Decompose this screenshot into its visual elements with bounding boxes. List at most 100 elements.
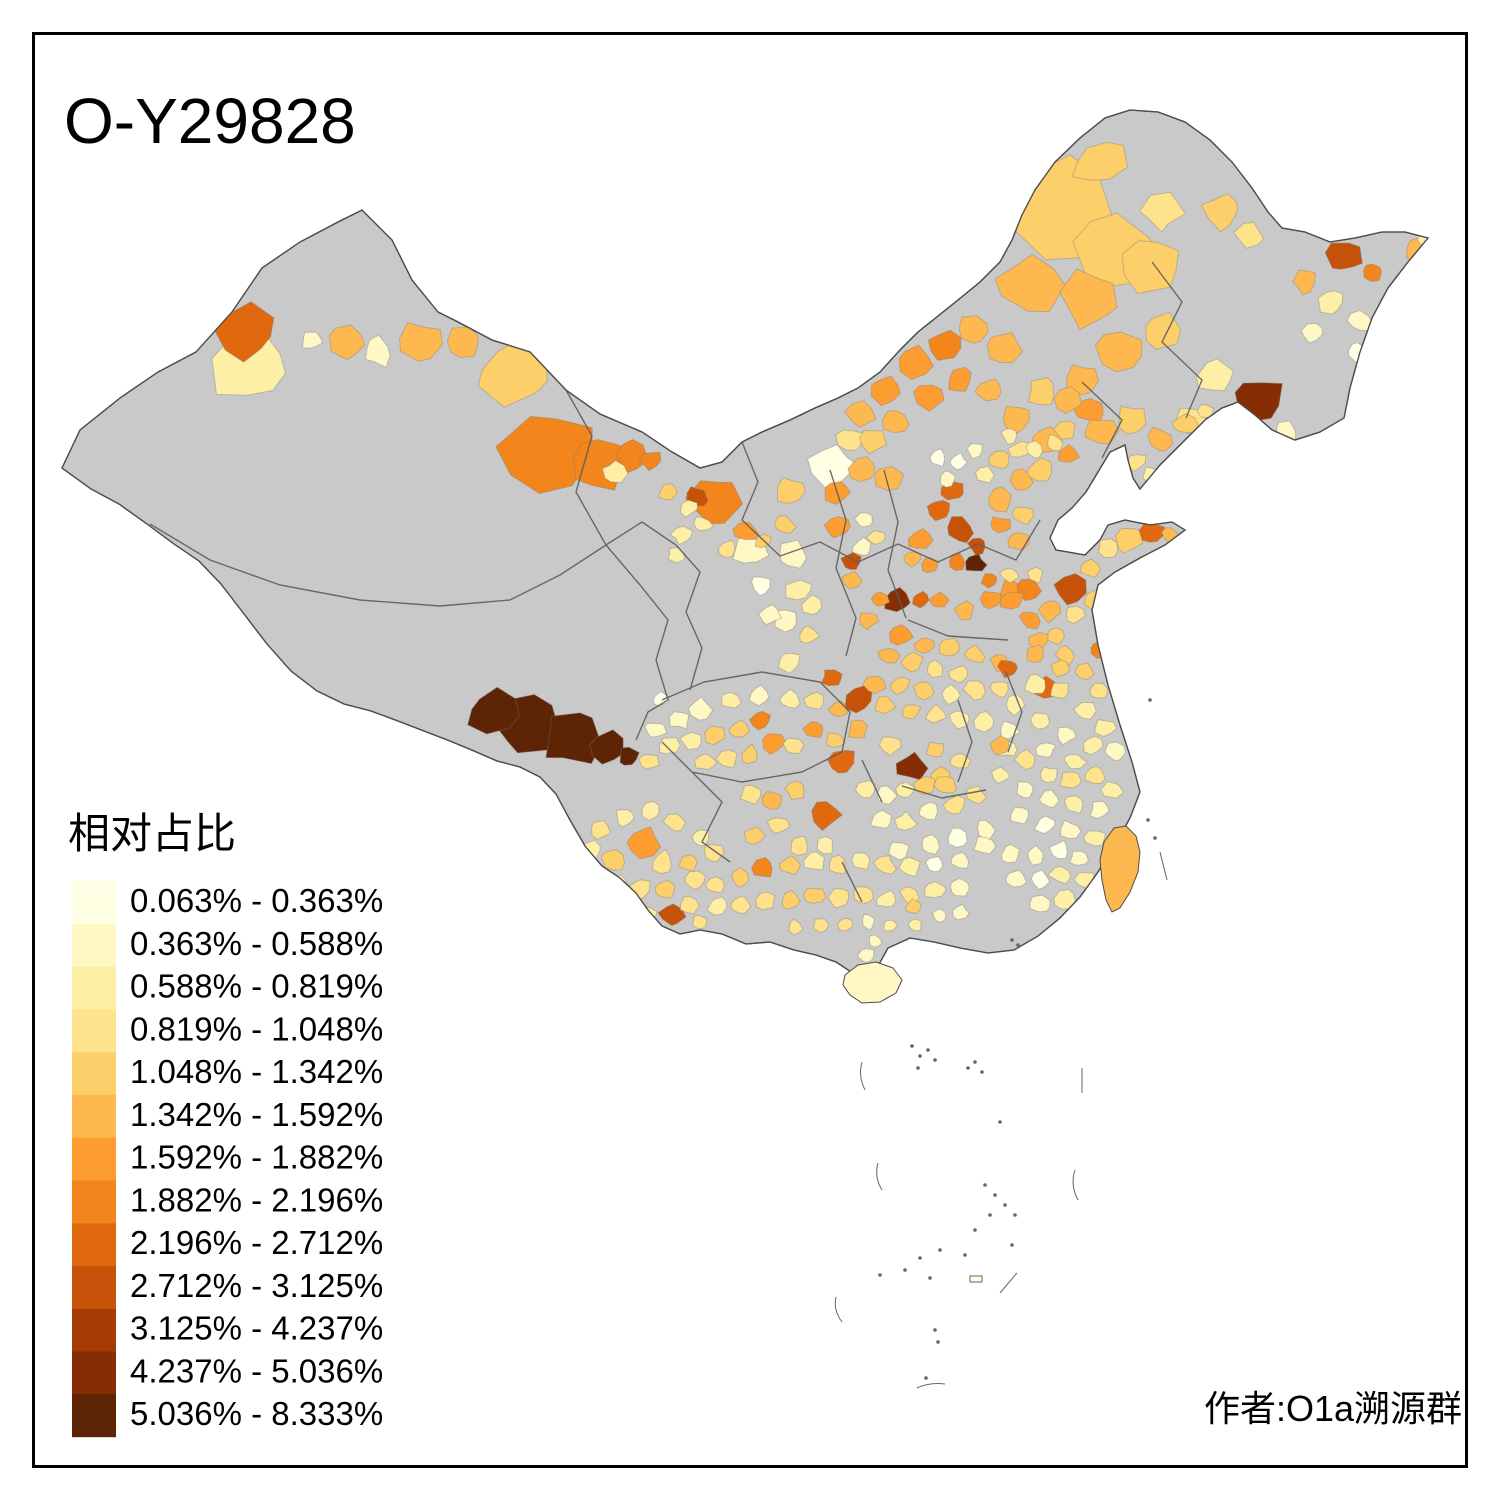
prefecture-cell bbox=[898, 344, 935, 381]
prefecture-cell bbox=[658, 737, 681, 755]
legend-label: 2.196% - 2.712% bbox=[130, 1224, 383, 1261]
prefecture-cell bbox=[721, 691, 742, 709]
legend-title: 相对占比 bbox=[68, 810, 236, 857]
prefecture-cell bbox=[657, 903, 687, 927]
prefecture-cell bbox=[840, 551, 863, 570]
prefecture-cell bbox=[751, 856, 773, 878]
prefecture-cell bbox=[1038, 789, 1060, 808]
prefecture-cell bbox=[1024, 673, 1047, 695]
prefecture-cell bbox=[913, 637, 936, 654]
prefecture-cell bbox=[965, 553, 988, 572]
prefecture-cell bbox=[715, 749, 738, 769]
prefecture-cell bbox=[853, 512, 873, 528]
prefecture-cell bbox=[907, 527, 934, 550]
prefecture-cell bbox=[758, 604, 783, 626]
prefecture-cell bbox=[761, 790, 783, 811]
prefecture-cell bbox=[785, 579, 813, 601]
prefecture-cell bbox=[788, 919, 804, 936]
prefecture-cell bbox=[827, 888, 850, 909]
prefecture-cell bbox=[1097, 538, 1119, 559]
prefecture-cell bbox=[900, 651, 924, 673]
prefecture-cell bbox=[1147, 426, 1174, 452]
prefecture-cell bbox=[851, 852, 871, 870]
prefecture-cell bbox=[1118, 405, 1147, 435]
prefecture-cell bbox=[948, 710, 970, 730]
prefecture-cell bbox=[706, 896, 728, 916]
prefecture-cell bbox=[881, 410, 910, 434]
prefecture-cell bbox=[994, 253, 1066, 313]
prefecture-cell bbox=[1074, 662, 1095, 681]
prefecture-cell bbox=[790, 835, 809, 856]
prefecture-cell bbox=[637, 451, 662, 472]
prefecture-cell bbox=[1039, 766, 1058, 784]
prefecture-cell bbox=[1292, 269, 1317, 296]
prefecture-cell bbox=[657, 482, 678, 501]
china-outline bbox=[61, 109, 1430, 988]
prefecture-cell bbox=[615, 439, 649, 474]
prefecture-cell bbox=[912, 384, 945, 412]
prefecture-cell bbox=[901, 704, 922, 720]
prefecture-cell bbox=[1005, 869, 1028, 888]
prefecture-cell bbox=[1016, 781, 1034, 799]
prefecture-cell bbox=[495, 415, 593, 495]
prefecture-cell bbox=[876, 647, 901, 664]
prefecture-cell bbox=[980, 573, 998, 589]
prefecture-cell bbox=[947, 516, 975, 544]
prefecture-cell bbox=[680, 499, 698, 518]
prefecture-cell bbox=[365, 334, 391, 369]
prefecture-cell bbox=[626, 826, 662, 860]
prefecture-cell bbox=[802, 887, 827, 904]
prefecture-cell bbox=[1048, 839, 1068, 860]
prefecture-cell bbox=[941, 684, 962, 706]
legend-label: 1.592% - 1.882% bbox=[130, 1139, 383, 1176]
prefecture-cell bbox=[679, 731, 702, 751]
legend-label: 1.882% - 2.196% bbox=[130, 1181, 383, 1218]
prefecture-cell bbox=[816, 836, 833, 855]
prefecture-cell bbox=[688, 696, 714, 721]
prefecture-cell bbox=[1079, 558, 1102, 579]
prefecture-cell bbox=[1013, 749, 1036, 771]
legend-label: 3.125% - 4.237% bbox=[130, 1310, 383, 1347]
prefecture-cell bbox=[1195, 358, 1234, 392]
legend-swatch bbox=[72, 1094, 116, 1138]
prefecture-cell bbox=[693, 515, 715, 531]
prefecture-cell bbox=[467, 686, 520, 735]
prefecture-cell bbox=[601, 459, 629, 484]
prefecture-cell bbox=[799, 625, 821, 644]
prefecture-cell bbox=[893, 810, 918, 831]
prefecture-cell bbox=[1084, 418, 1120, 445]
prefecture-cell bbox=[825, 732, 846, 749]
prefecture-cell bbox=[754, 891, 776, 911]
prefecture-cell bbox=[731, 866, 750, 888]
prefecture-cell bbox=[962, 680, 986, 701]
prefecture-cell bbox=[1053, 385, 1082, 415]
prefecture-cell bbox=[776, 476, 807, 505]
prefecture-cell bbox=[1300, 322, 1323, 344]
prefecture-cell bbox=[1044, 627, 1065, 645]
credit-text: 作者:O1a溯源群 bbox=[1204, 1388, 1462, 1429]
prefecture-cell bbox=[870, 375, 901, 407]
prefecture-cell bbox=[942, 794, 966, 815]
prefecture-cell bbox=[862, 675, 887, 695]
prefecture-cell bbox=[918, 801, 939, 821]
prefecture-cell bbox=[1029, 712, 1051, 730]
prefecture-cell bbox=[911, 590, 930, 609]
prefecture-cell bbox=[948, 552, 966, 571]
prefecture-cell bbox=[953, 600, 975, 621]
prefecture-cell bbox=[998, 568, 1020, 584]
prefecture-cell bbox=[644, 722, 668, 738]
prefecture-cell bbox=[858, 429, 888, 455]
prefecture-cell bbox=[1026, 566, 1044, 584]
legend-label: 1.342% - 1.592% bbox=[130, 1096, 383, 1133]
prefecture-cell bbox=[924, 703, 948, 724]
prefecture-cell bbox=[1050, 659, 1071, 678]
prefecture-cell bbox=[924, 856, 944, 873]
prefecture-cell bbox=[677, 854, 698, 873]
prefecture-cell bbox=[802, 691, 825, 710]
prefecture-cell bbox=[704, 876, 725, 894]
prefecture-cell bbox=[973, 836, 997, 855]
prefecture-cell bbox=[1093, 718, 1118, 737]
legend-label: 1.048% - 1.342% bbox=[130, 1053, 383, 1090]
prefecture-cell bbox=[1197, 404, 1214, 419]
